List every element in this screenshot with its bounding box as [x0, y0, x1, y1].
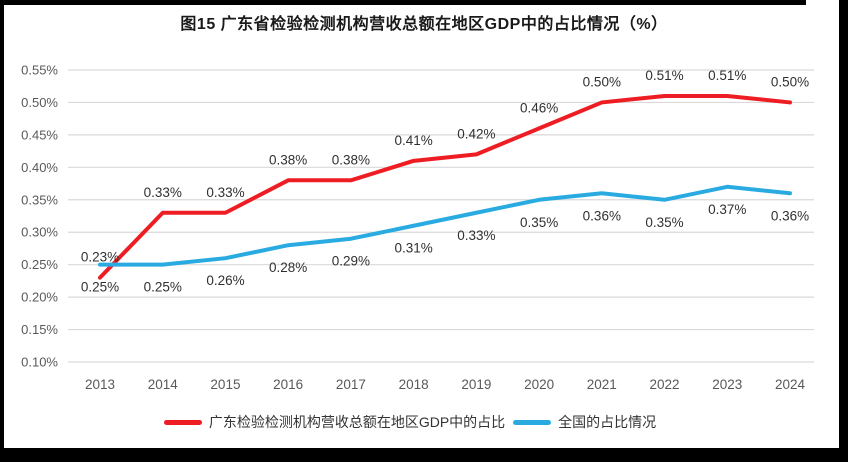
data-label: 0.36%	[583, 208, 621, 223]
page-edge-left	[0, 0, 4, 448]
page-edge-bottom	[0, 448, 848, 462]
page-edge-right	[839, 0, 848, 462]
data-label: 0.29%	[332, 254, 370, 269]
x-tick-label: 2023	[712, 377, 742, 392]
data-label: 0.33%	[457, 228, 495, 243]
data-label: 0.41%	[394, 133, 432, 148]
data-label: 0.42%	[457, 126, 495, 141]
x-tick-label: 2024	[775, 377, 806, 392]
data-label: 0.46%	[520, 100, 558, 115]
data-label: 0.50%	[583, 74, 621, 89]
legend-swatch-blue-line	[513, 419, 552, 425]
y-tick-label: 0.40%	[21, 160, 58, 175]
data-label: 0.25%	[144, 280, 182, 295]
data-label: 0.33%	[206, 185, 244, 200]
x-tick-label: 2014	[148, 377, 179, 392]
y-tick-label: 0.50%	[21, 95, 58, 110]
data-label: 0.38%	[269, 152, 307, 167]
x-tick-label: 2018	[399, 377, 429, 392]
data-label: 0.25%	[81, 280, 119, 295]
y-tick-label: 0.20%	[21, 290, 58, 305]
data-label: 0.28%	[269, 260, 307, 275]
x-tick-label: 2013	[85, 377, 115, 392]
x-tick-label: 2021	[587, 377, 617, 392]
data-label: 0.35%	[645, 215, 683, 230]
y-tick-label: 0.25%	[21, 257, 58, 272]
series-line-0	[98, 93, 792, 280]
data-label: 0.23%	[81, 250, 119, 265]
data-label: 0.37%	[708, 202, 746, 217]
legend-label: 全国的占比情况	[558, 414, 657, 430]
x-tick-label: 2016	[273, 377, 303, 392]
x-tick-label: 2020	[524, 377, 554, 392]
chart-title: 图15 广东省检验检测机构营收总额在地区GDP中的占比情况（%）	[180, 16, 668, 33]
legend-swatch-red-line	[163, 419, 202, 425]
data-label: 0.38%	[332, 152, 370, 167]
y-tick-label: 0.35%	[21, 192, 58, 207]
data-label: 0.26%	[206, 273, 244, 288]
legend-label: 广东检验检测机构营收总额在地区GDP中的占比	[208, 414, 506, 430]
x-tick-label: 2015	[210, 377, 240, 392]
data-label: 0.35%	[520, 215, 558, 230]
y-tick-label: 0.55%	[21, 63, 58, 78]
data-label: 0.51%	[708, 68, 746, 83]
y-tick-label: 0.45%	[21, 127, 58, 142]
x-tick-label: 2022	[650, 377, 680, 392]
data-label: 0.36%	[771, 208, 809, 223]
chart-legend: 广东检验检测机构营收总额在地区GDP中的占比 全国的占比情况	[0, 412, 820, 432]
page-edge-top	[0, 0, 806, 5]
data-label: 0.51%	[645, 68, 683, 83]
data-label: 0.50%	[771, 74, 809, 89]
legend-item-national: 全国的占比情况	[513, 412, 656, 432]
x-tick-label: 2019	[461, 377, 491, 392]
series-line-1	[98, 184, 792, 267]
data-label: 0.31%	[394, 241, 432, 256]
legend-item-guangdong: 广东检验检测机构营收总额在地区GDP中的占比	[163, 412, 506, 432]
y-tick-label: 0.15%	[21, 322, 58, 337]
data-label: 0.33%	[144, 185, 182, 200]
y-tick-label: 0.10%	[21, 355, 58, 370]
x-tick-label: 2017	[336, 377, 366, 392]
y-tick-label: 0.30%	[21, 225, 58, 240]
